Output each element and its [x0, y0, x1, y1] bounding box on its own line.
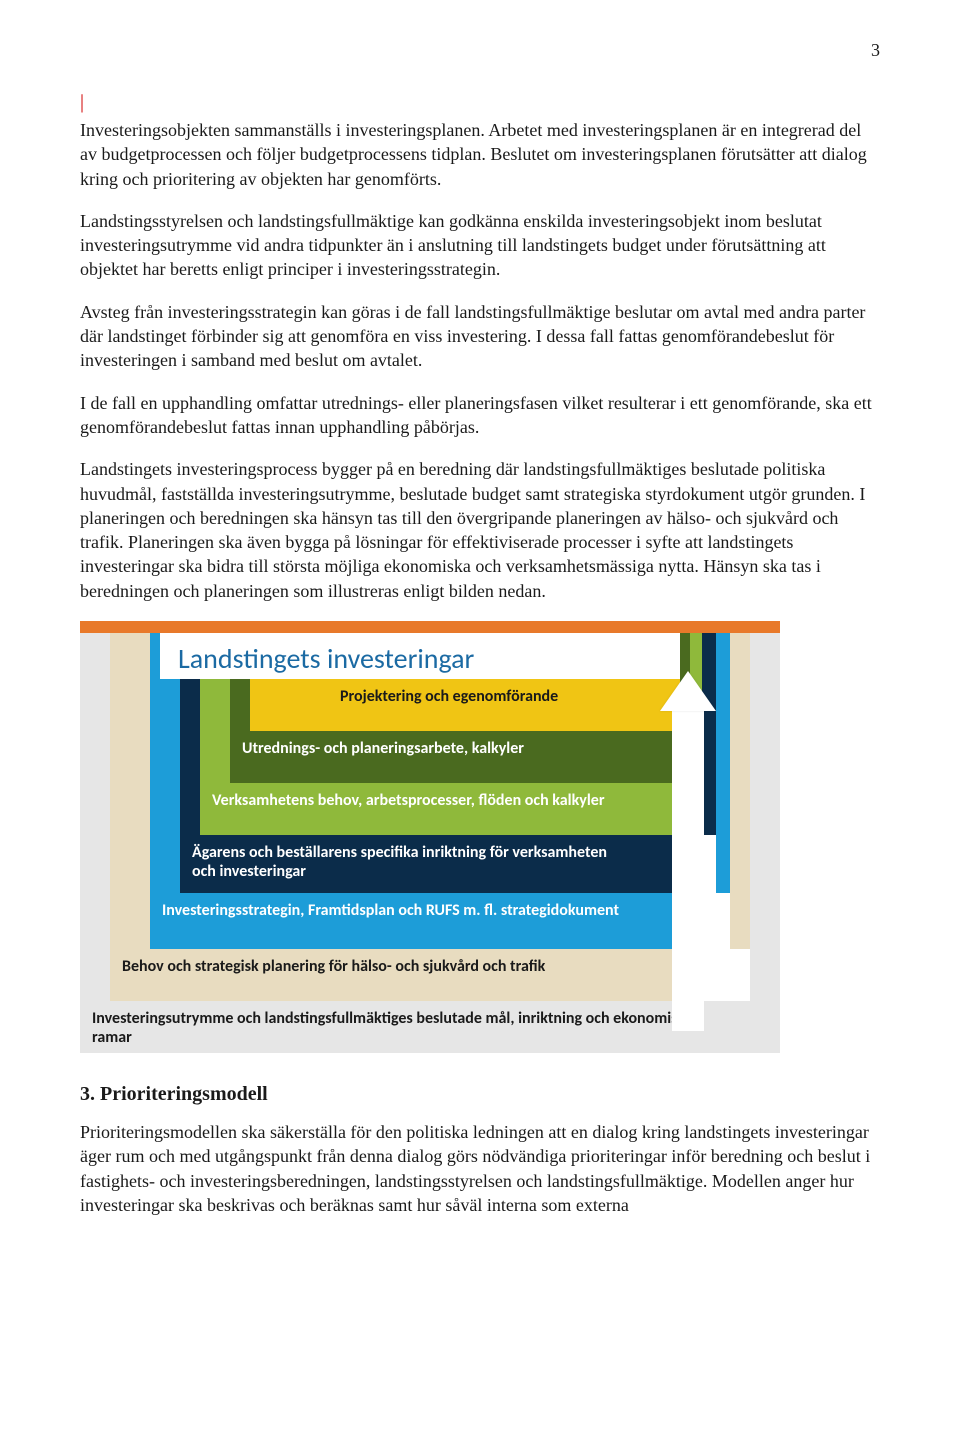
diagram-layer-label: Investeringsutrymme och landstingsfullmä…: [80, 1001, 732, 1055]
diagram-layer-label: Investeringsstrategin, Framtidsplan och …: [150, 893, 632, 928]
diagram-left-fill: [110, 633, 150, 949]
diagram-layer-label: Projektering och egenomförande: [250, 679, 632, 714]
diagram-layer-blue: Investeringsstrategin, Framtidsplan och …: [150, 893, 680, 949]
arrow-up-icon: [660, 671, 716, 1026]
diagram-right-fill: [716, 633, 730, 893]
diagram-layer-label: Utrednings- och planeringsarbete, kalkyl…: [230, 731, 632, 766]
document-page: 3 | Investeringsobjekten sammanställs i …: [0, 0, 960, 1275]
diagram-layer-label: Ägarens och beställarens specifika inrik…: [180, 835, 632, 889]
diagram-layer-label: Verksamhetens behov, arbetsprocesser, fl…: [200, 783, 632, 818]
cursor-mark-icon: |: [80, 91, 880, 114]
diagram-layer-navy: Ägarens och beställarens specifika inrik…: [180, 835, 680, 893]
section-heading: 3. Prioriteringsmodell: [80, 1083, 880, 1106]
paragraph: I de fall en upphandling omfattar utredn…: [80, 391, 880, 440]
page-number: 3: [80, 40, 880, 61]
paragraph: Prioriteringsmodellen ska säkerställa fö…: [80, 1120, 880, 1217]
diagram-layer-label: Behov och strategisk planering för hälso…: [110, 949, 632, 984]
diagram-layer-yellow: Projektering och egenomförande: [250, 679, 680, 731]
paragraph: Investeringsobjekten sammanställs i inve…: [80, 118, 880, 191]
diagram-right-fill: [750, 633, 780, 1001]
paragraph: Landstingets investeringsprocess bygger …: [80, 457, 880, 603]
diagram-layer-lightgreen: Verksamhetens behov, arbetsprocesser, fl…: [200, 783, 680, 835]
paragraph: Avsteg från investeringsstrategin kan gö…: [80, 300, 880, 373]
diagram-layer-orange-band: [80, 621, 780, 633]
diagram-layer-darkgreen: Utrednings- och planeringsarbete, kalkyl…: [230, 731, 680, 783]
diagram-layer-tan: Behov och strategisk planering för hälso…: [110, 949, 680, 1001]
diagram-layer-label: Landstingets investeringar: [160, 633, 594, 684]
paragraph: Landstingsstyrelsen och landstingsfullmä…: [80, 209, 880, 282]
diagram-left-fill: [80, 633, 110, 1001]
diagram-layer-title: Landstingets investeringar: [160, 633, 630, 679]
diagram-right-fill: [730, 633, 750, 949]
layered-diagram: Landstingets investeringarProjektering o…: [80, 621, 780, 1061]
